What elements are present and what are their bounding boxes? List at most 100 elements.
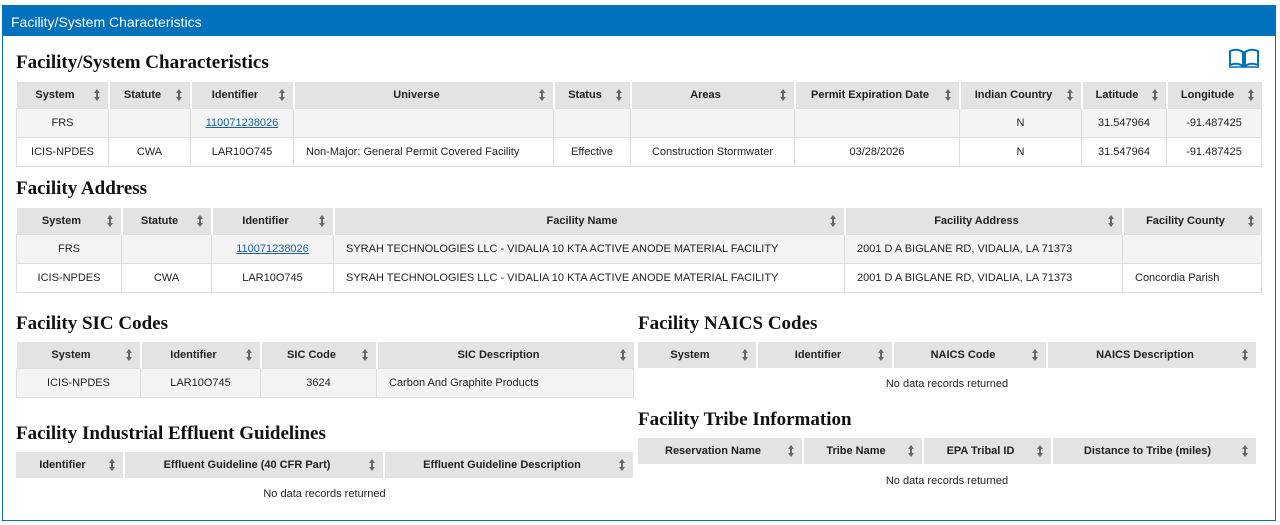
sort-icon[interactable] [318,215,325,227]
identifier-link[interactable]: 110071238026 [236,243,309,255]
sort-icon[interactable] [908,445,914,457]
sort-icon[interactable] [106,215,113,227]
column-header[interactable]: System [16,342,141,369]
column-header[interactable]: SIC Description [375,342,634,369]
sort-icon-stem [247,352,250,358]
sort-icon[interactable] [125,349,132,361]
column-header[interactable]: Areas [629,82,795,109]
column-header[interactable]: Latitude [1080,82,1167,109]
column-header[interactable]: System [16,82,109,109]
column-header[interactable]: Tribe Name [802,438,923,464]
column-header[interactable]: Status [552,82,631,109]
sort-icon[interactable] [878,349,884,361]
column-header[interactable]: Identifier [756,342,893,368]
column-header[interactable]: Identifier [16,452,124,478]
sort-icon-stem [790,448,792,454]
sort-icon[interactable] [1247,215,1254,227]
sort-icon[interactable] [361,349,368,361]
sort-icon[interactable] [619,459,625,471]
sort-icon-stem [910,448,912,454]
cell-text: -91.487425 [1186,146,1242,158]
column-header[interactable]: NAICS Code [892,342,1047,368]
cell-text: SYRAH TECHNOLOGIES LLC - VIDALIA 10 KTA … [346,272,779,284]
column-header[interactable]: Universe [292,82,554,109]
column-header[interactable]: Facility County [1121,208,1262,235]
column-label: Status [568,89,602,101]
sort-icon[interactable] [615,89,622,101]
column-header[interactable]: NAICS Description [1046,342,1256,368]
sort-icon-stem [1244,448,1246,454]
identifier-link[interactable]: 110071238026 [205,117,279,129]
sort-icon[interactable] [779,89,786,101]
column-header[interactable]: Indian Country [958,82,1082,109]
column-header[interactable]: Statute [120,208,212,235]
column-header[interactable]: Effluent Guideline Description [383,452,633,478]
section-title: Facility Tribe Information [638,409,852,430]
column-header[interactable]: System [16,208,122,235]
column-label: Latitude [1095,89,1139,101]
column-label: Identifier [211,89,259,101]
column-header[interactable]: Identifier [189,82,294,109]
column-header[interactable]: Facility Address [843,208,1123,235]
cell-text: 2001 D A BIGLANE RD, VIDALIA, LA 71373 [857,243,1073,255]
table-body: FRS 110071238026 N 31.547964 -91.487425 ICIS-… [16,108,1262,167]
header-row: System Statute Identifier Facility Name Faci… [16,208,1262,235]
table-body: FRS 110071238026 SYRAH TECHNOLOGIES LLC - … [16,234,1262,293]
sort-icon[interactable] [1037,445,1043,457]
column-header[interactable]: Longitude [1165,82,1262,109]
sort-icon[interactable] [1151,89,1158,101]
column-header[interactable]: Effluent Guideline (40 CFR Part) [123,452,384,478]
column-header[interactable]: Facility Name [332,208,845,235]
column-header[interactable]: EPA Tribal ID [922,438,1052,464]
sort-icon[interactable] [1107,215,1114,227]
sort-icon[interactable] [1066,89,1073,101]
sort-icon-stem [177,92,180,98]
column-label: Statute [123,89,162,101]
sort-icon[interactable] [369,459,375,471]
table-cell [1122,234,1262,264]
column-header[interactable]: Permit Expiration Date [793,82,960,109]
sort-icon[interactable] [944,89,951,101]
sort-icon[interactable] [1242,445,1248,457]
sort-icon[interactable] [742,349,748,361]
column-header[interactable]: Distance to Tribe (miles) [1051,438,1256,464]
column-header[interactable]: Identifier [210,208,334,235]
column-header[interactable]: SIC Code [259,342,377,369]
column-header[interactable]: Reservation Name [638,438,803,464]
sort-icon[interactable] [788,445,794,457]
sort-icon-stem [781,92,784,98]
help-book-icon[interactable] [1228,48,1260,68]
section-title: Facility Address [16,178,148,199]
table-header: System Identifier SIC Code SIC Description [16,342,634,369]
sort-icon[interactable] [1032,349,1038,361]
column-label: Identifier [39,459,86,471]
table-cell: 2001 D A BIGLANE RD, VIDALIA, LA 71373 [844,234,1123,264]
table-cell: LAR10O745 [140,368,261,398]
sort-icon[interactable] [1242,349,1248,361]
sort-icon-stem [617,92,620,98]
data-table: Reservation Name Tribe Name EPA Tribal ID D… [638,438,1256,464]
sort-icon[interactable] [619,349,626,361]
table-cell: N [959,137,1082,167]
panel-header: Facility/System Characteristics [3,6,1275,36]
column-header[interactable]: Statute [107,82,191,109]
sort-icon[interactable] [109,459,115,471]
sort-icon[interactable] [175,89,182,101]
sort-icon[interactable] [829,215,836,227]
sort-icon[interactable] [538,89,545,101]
sort-icon-stem [1249,218,1252,224]
sort-icon[interactable] [93,89,100,101]
sort-icon[interactable] [245,349,252,361]
section-title: Facility/System Characteristics [16,52,269,73]
sort-icon[interactable] [278,89,285,101]
column-header[interactable]: System [638,342,757,368]
table-cell: -91.487425 [1166,108,1262,138]
sort-icon-stem [744,352,746,358]
sort-icon[interactable] [1247,89,1254,101]
sort-icon[interactable] [196,215,203,227]
sort-icon-stem [946,92,949,98]
table-cell: Carbon And Graphite Products [376,368,634,398]
column-header[interactable]: Identifier [139,342,261,369]
cell-text: CWA [136,146,163,158]
section-title: Facility SIC Codes [16,313,168,334]
